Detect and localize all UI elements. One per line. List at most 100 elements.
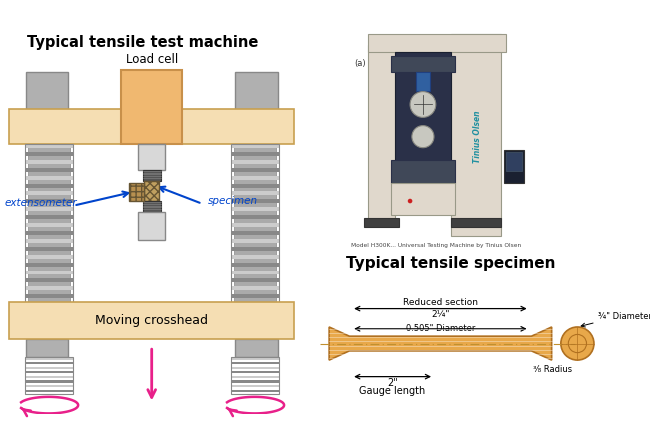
Bar — [25, 279, 73, 283]
Text: 2": 2" — [387, 378, 398, 388]
Bar — [231, 168, 279, 172]
Bar — [391, 56, 455, 72]
Bar — [415, 72, 430, 91]
Bar — [25, 207, 73, 211]
Bar — [25, 362, 73, 364]
Polygon shape — [329, 327, 552, 360]
Text: Moving crosshead: Moving crosshead — [95, 314, 208, 327]
Bar — [25, 215, 73, 219]
Bar — [231, 255, 279, 259]
Bar — [231, 184, 279, 187]
Bar — [231, 200, 279, 203]
Bar — [25, 286, 73, 290]
Bar — [235, 72, 278, 144]
Bar — [25, 376, 73, 378]
Text: (a): (a) — [354, 58, 365, 67]
Text: Gauge length: Gauge length — [359, 386, 426, 396]
Bar — [231, 144, 279, 148]
Bar — [25, 357, 73, 359]
Bar — [122, 70, 182, 144]
Bar — [450, 218, 501, 227]
Circle shape — [410, 92, 436, 118]
Text: 2¼": 2¼" — [431, 309, 450, 318]
Text: 0.505" Diameter: 0.505" Diameter — [406, 324, 475, 334]
Bar — [25, 239, 73, 243]
Bar — [142, 201, 161, 212]
Bar — [231, 279, 279, 283]
Bar — [25, 144, 73, 302]
Bar — [25, 366, 73, 369]
Text: Model H300K... Universal Testing Machine by Tinius Olsen: Model H300K... Universal Testing Machine… — [351, 243, 521, 248]
Bar — [231, 366, 279, 369]
Bar — [235, 339, 278, 357]
Bar — [231, 144, 279, 302]
Bar — [25, 168, 73, 172]
Bar — [26, 339, 68, 357]
Bar — [231, 376, 279, 378]
Text: ¾" Diameter: ¾" Diameter — [597, 312, 650, 321]
Bar — [231, 380, 279, 383]
Bar — [25, 263, 73, 267]
Circle shape — [561, 327, 594, 360]
Bar — [9, 109, 294, 144]
Bar — [138, 144, 166, 170]
Bar — [368, 34, 506, 52]
Bar — [231, 215, 279, 219]
Bar — [450, 34, 501, 236]
Bar — [391, 160, 455, 183]
Bar — [25, 371, 73, 373]
Bar — [25, 176, 73, 180]
Bar — [27, 144, 70, 302]
Bar — [25, 385, 73, 387]
Text: extensometer: extensometer — [5, 198, 77, 208]
Bar — [231, 294, 279, 298]
Bar — [231, 270, 279, 274]
Bar — [231, 152, 279, 156]
Bar — [9, 302, 294, 339]
Text: Tinius Olsen: Tinius Olsen — [473, 111, 482, 163]
Bar — [231, 239, 279, 243]
Text: Load cell: Load cell — [125, 53, 178, 66]
Bar — [25, 294, 73, 298]
Bar — [233, 144, 276, 302]
Bar — [142, 170, 161, 181]
Bar — [504, 150, 524, 183]
Bar — [231, 191, 279, 195]
Bar — [25, 184, 73, 187]
Bar — [138, 212, 166, 240]
Bar — [25, 200, 73, 203]
Bar — [231, 371, 279, 373]
Bar — [25, 380, 73, 383]
Bar — [25, 247, 73, 251]
Bar — [25, 270, 73, 274]
Bar — [231, 263, 279, 267]
Bar — [231, 231, 279, 235]
Bar — [25, 357, 73, 394]
Bar — [231, 176, 279, 180]
Bar — [25, 231, 73, 235]
Bar — [25, 390, 73, 392]
Bar — [231, 390, 279, 392]
Bar — [129, 183, 144, 201]
Bar — [350, 25, 570, 241]
Bar — [25, 223, 73, 227]
Bar — [231, 247, 279, 251]
Bar — [231, 223, 279, 227]
Bar — [231, 357, 279, 394]
Bar — [25, 191, 73, 195]
Bar — [26, 72, 68, 144]
Text: Reduced section: Reduced section — [403, 298, 478, 307]
Bar — [364, 218, 399, 227]
Text: Typical tensile test machine: Typical tensile test machine — [27, 35, 258, 51]
Bar — [144, 181, 159, 201]
Bar — [25, 255, 73, 259]
Bar — [391, 183, 455, 215]
Bar — [25, 144, 73, 148]
Text: ³⁄₈ Radius: ³⁄₈ Radius — [533, 365, 573, 374]
Bar — [506, 152, 522, 171]
Circle shape — [412, 126, 434, 148]
Text: Typical tensile specimen: Typical tensile specimen — [346, 256, 555, 271]
Bar — [368, 45, 395, 224]
Circle shape — [408, 199, 412, 203]
Bar — [25, 152, 73, 156]
